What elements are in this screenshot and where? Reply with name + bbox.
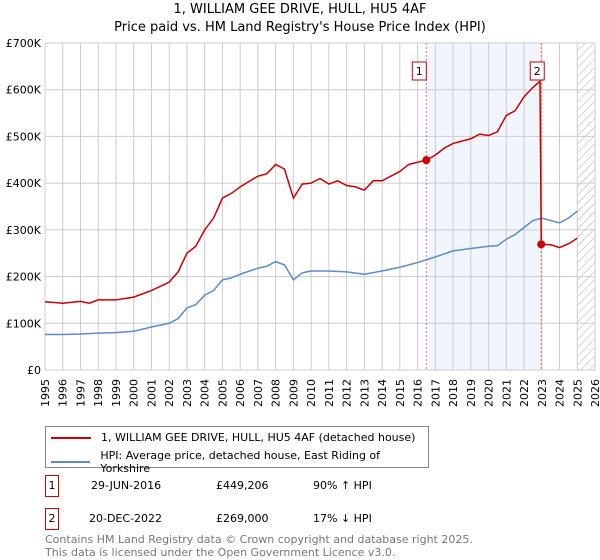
legend-label: 1, WILLIAM GEE DRIVE, HULL, HU5 4AF (det… — [101, 431, 416, 444]
annotation-date: 29-JUN-2016 — [91, 479, 162, 492]
x-tick-label: 2008 — [270, 379, 283, 407]
x-tick-label: 1998 — [92, 379, 105, 407]
price-line — [44, 79, 578, 304]
x-tick-label: 2000 — [128, 379, 141, 407]
x-tick-label: 1996 — [57, 379, 70, 407]
chart-plot: 1995 1996 1997 1998 1999 2000 2001 2002 2003 2004… — [6, 37, 600, 407]
sale-marker-label: 2 — [534, 65, 541, 78]
x-tick-label: 2004 — [199, 379, 212, 407]
legend-item-hpi: HPI: Average price, detached house, East… — [51, 449, 428, 475]
sale-marker-label: 1 — [416, 65, 423, 78]
x-tick-label: 2003 — [181, 379, 194, 407]
legend-swatch — [51, 436, 91, 439]
legend-swatch — [51, 461, 91, 463]
annotation-hpi: 90% ↑ HPI — [313, 479, 372, 492]
footer-line: Contains HM Land Registry data © Crown c… — [45, 533, 473, 546]
x-tick-label: 2022 — [518, 379, 531, 407]
x-tick-label: 2005 — [216, 379, 229, 407]
y-tick-label: £500K — [6, 130, 42, 143]
x-tick-label: 1997 — [74, 379, 87, 407]
y-tick-label: £0 — [27, 364, 41, 377]
x-tick-label: 2009 — [287, 379, 300, 407]
y-tick-label: £400K — [6, 177, 42, 190]
annotation-marker: 1 — [45, 475, 59, 497]
x-tick-label: 2026 — [589, 379, 600, 407]
x-tick-label: 2010 — [305, 379, 318, 407]
y-tick-label: £700K — [6, 37, 42, 50]
x-tick-label: 2013 — [358, 379, 371, 407]
y-tick-label: £600K — [6, 84, 42, 97]
x-tick-label: 2001 — [145, 379, 158, 407]
annotation-price: £269,000 — [216, 512, 269, 525]
annotation-marker: 2 — [45, 508, 59, 530]
x-tick-label: 2012 — [341, 379, 354, 407]
y-tick-label: £300K — [6, 224, 42, 237]
x-tick-label: 2007 — [252, 379, 265, 407]
chart-subtitle: Price paid vs. HM Land Registry's House … — [114, 20, 486, 35]
x-tick-label: 2011 — [323, 379, 336, 407]
highlight-region — [426, 43, 542, 370]
annotation-row: 2 20-DEC-2022 £269,000 17% ↓ HPI — [45, 508, 545, 530]
footer: Contains HM Land Registry data © Crown c… — [45, 533, 473, 559]
x-tick-label: 2002 — [163, 379, 176, 407]
x-tick-label: 2014 — [376, 379, 389, 407]
x-tick-label: 2018 — [447, 379, 460, 407]
annotation-price: £449,206 — [216, 479, 269, 492]
x-tick-label: 2025 — [571, 379, 584, 407]
hpi-line — [45, 210, 578, 336]
legend-label: HPI: Average price, detached house, East… — [100, 449, 381, 475]
x-tick-label: 2021 — [500, 379, 513, 407]
x-tick-label: 2006 — [234, 379, 247, 407]
x-tick-label: 1999 — [110, 379, 123, 407]
sale-point — [537, 240, 546, 249]
y-tick-label: £200K — [6, 271, 42, 284]
x-tick-label: 2020 — [483, 379, 496, 407]
x-tick-label: 2023 — [536, 379, 549, 407]
annotation-hpi: 17% ↓ HPI — [313, 512, 372, 525]
x-tick-label: 1995 — [39, 379, 52, 407]
sale-marker-box — [411, 61, 427, 81]
x-tick-label: 2017 — [429, 379, 442, 407]
x-tick-label: 2015 — [394, 379, 407, 407]
sale-point — [422, 156, 431, 165]
footer-line: This data is licensed under the Open Gov… — [45, 546, 396, 559]
y-tick-label: £100K — [6, 317, 42, 330]
legend: 1, WILLIAM GEE DRIVE, HULL, HU5 4AF (det… — [45, 426, 429, 475]
legend-item-property: 1, WILLIAM GEE DRIVE, HULL, HU5 4AF (det… — [51, 431, 415, 444]
x-tick-label: 2016 — [412, 379, 425, 407]
forecast-hatch — [577, 43, 595, 370]
x-tick-label: 2024 — [554, 379, 567, 407]
chart-title: 1, WILLIAM GEE DRIVE, HULL, HU5 4AF — [173, 2, 427, 17]
annotation-date: 20-DEC-2022 — [89, 512, 163, 525]
annotation-row: 1 29-JUN-2016 £449,206 90% ↑ HPI — [45, 475, 545, 497]
sale-marker-box — [529, 61, 545, 81]
x-tick-label: 2019 — [465, 379, 478, 407]
